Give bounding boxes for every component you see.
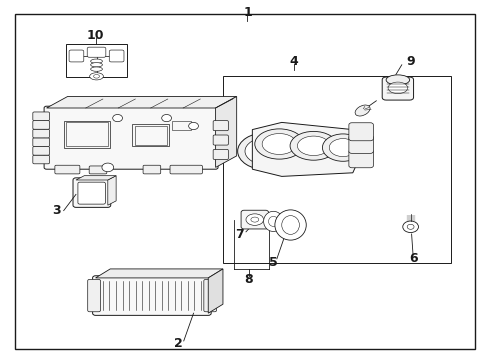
FancyBboxPatch shape xyxy=(213,121,228,131)
FancyBboxPatch shape xyxy=(33,112,49,121)
Text: 2: 2 xyxy=(174,337,183,350)
FancyBboxPatch shape xyxy=(55,165,80,174)
Text: 3: 3 xyxy=(52,204,61,217)
Polygon shape xyxy=(47,96,237,108)
Bar xyxy=(64,121,110,148)
FancyBboxPatch shape xyxy=(349,150,373,168)
Text: 4: 4 xyxy=(290,55,298,68)
FancyBboxPatch shape xyxy=(33,121,49,129)
Ellipse shape xyxy=(251,217,259,222)
FancyBboxPatch shape xyxy=(73,178,111,207)
Ellipse shape xyxy=(329,139,357,157)
Text: 6: 6 xyxy=(409,252,417,265)
FancyBboxPatch shape xyxy=(89,166,107,174)
Ellipse shape xyxy=(246,214,264,225)
Polygon shape xyxy=(76,176,116,180)
Bar xyxy=(172,121,191,130)
Polygon shape xyxy=(216,96,237,167)
Ellipse shape xyxy=(90,73,103,80)
FancyBboxPatch shape xyxy=(78,182,105,204)
Ellipse shape xyxy=(91,63,102,67)
Ellipse shape xyxy=(189,122,198,130)
FancyBboxPatch shape xyxy=(33,147,49,155)
FancyBboxPatch shape xyxy=(349,123,373,141)
Ellipse shape xyxy=(388,82,408,94)
FancyBboxPatch shape xyxy=(204,279,217,312)
Text: 5: 5 xyxy=(269,256,278,269)
Bar xyxy=(135,126,167,145)
FancyBboxPatch shape xyxy=(88,279,100,312)
FancyBboxPatch shape xyxy=(143,165,161,174)
Ellipse shape xyxy=(262,134,296,154)
Text: 7: 7 xyxy=(235,228,244,241)
Ellipse shape xyxy=(275,210,306,240)
Ellipse shape xyxy=(255,129,304,159)
Ellipse shape xyxy=(290,131,337,160)
Ellipse shape xyxy=(264,211,283,231)
FancyBboxPatch shape xyxy=(213,149,228,159)
Polygon shape xyxy=(252,122,363,176)
Text: 8: 8 xyxy=(245,273,253,286)
Ellipse shape xyxy=(282,216,299,234)
FancyBboxPatch shape xyxy=(241,210,269,229)
Bar xyxy=(66,44,127,77)
FancyBboxPatch shape xyxy=(33,155,49,164)
Text: 1: 1 xyxy=(243,6,252,19)
Ellipse shape xyxy=(407,224,414,229)
Bar xyxy=(223,76,451,263)
Ellipse shape xyxy=(91,67,102,71)
FancyBboxPatch shape xyxy=(87,47,106,57)
FancyBboxPatch shape xyxy=(69,50,84,62)
FancyBboxPatch shape xyxy=(109,50,124,62)
Polygon shape xyxy=(96,269,223,278)
Ellipse shape xyxy=(355,105,370,116)
Ellipse shape xyxy=(91,59,102,63)
FancyBboxPatch shape xyxy=(33,138,49,147)
Polygon shape xyxy=(208,269,223,313)
Ellipse shape xyxy=(386,75,410,85)
Ellipse shape xyxy=(245,138,289,165)
Ellipse shape xyxy=(403,221,418,233)
FancyBboxPatch shape xyxy=(382,77,414,100)
FancyBboxPatch shape xyxy=(170,165,202,174)
FancyBboxPatch shape xyxy=(93,276,211,315)
FancyBboxPatch shape xyxy=(349,135,373,153)
Ellipse shape xyxy=(238,132,296,170)
Bar xyxy=(132,124,169,146)
Ellipse shape xyxy=(322,134,364,161)
Bar xyxy=(66,122,108,146)
FancyBboxPatch shape xyxy=(44,106,218,169)
Ellipse shape xyxy=(297,136,330,156)
Ellipse shape xyxy=(162,114,172,122)
Text: 9: 9 xyxy=(406,55,415,68)
Ellipse shape xyxy=(94,75,99,78)
Ellipse shape xyxy=(102,163,114,172)
FancyBboxPatch shape xyxy=(213,135,228,145)
Polygon shape xyxy=(108,176,116,205)
Ellipse shape xyxy=(269,216,278,226)
FancyBboxPatch shape xyxy=(33,129,49,138)
Ellipse shape xyxy=(113,114,122,122)
Text: 10: 10 xyxy=(87,29,104,42)
